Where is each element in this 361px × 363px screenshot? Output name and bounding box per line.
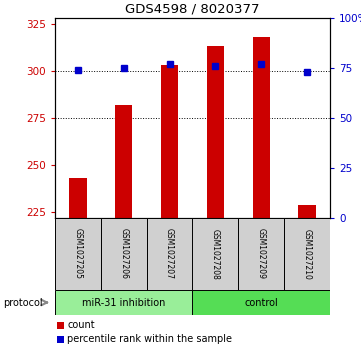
Text: count: count xyxy=(67,321,95,330)
Bar xyxy=(57,322,64,329)
Text: percentile rank within the sample: percentile rank within the sample xyxy=(67,334,232,344)
Bar xyxy=(192,290,330,315)
Text: GSM1027205: GSM1027205 xyxy=(73,228,82,280)
Bar xyxy=(101,218,147,290)
Bar xyxy=(115,105,132,218)
Bar xyxy=(57,336,64,343)
Text: GSM1027206: GSM1027206 xyxy=(119,228,128,280)
Bar xyxy=(147,218,192,290)
Bar xyxy=(192,218,238,290)
Bar xyxy=(69,178,87,218)
Bar xyxy=(207,46,224,218)
Text: GSM1027209: GSM1027209 xyxy=(257,228,266,280)
Bar xyxy=(55,218,101,290)
Bar xyxy=(253,37,270,218)
Bar xyxy=(284,218,330,290)
Title: GDS4598 / 8020377: GDS4598 / 8020377 xyxy=(125,3,260,16)
Text: GSM1027210: GSM1027210 xyxy=(303,229,312,280)
Bar xyxy=(238,218,284,290)
Bar xyxy=(55,290,192,315)
Bar xyxy=(299,205,316,218)
Text: GSM1027207: GSM1027207 xyxy=(165,228,174,280)
Text: GSM1027208: GSM1027208 xyxy=(211,229,220,280)
Text: protocol: protocol xyxy=(4,298,43,307)
Text: control: control xyxy=(244,298,278,307)
Text: miR-31 inhibition: miR-31 inhibition xyxy=(82,298,165,307)
Bar xyxy=(161,65,178,218)
